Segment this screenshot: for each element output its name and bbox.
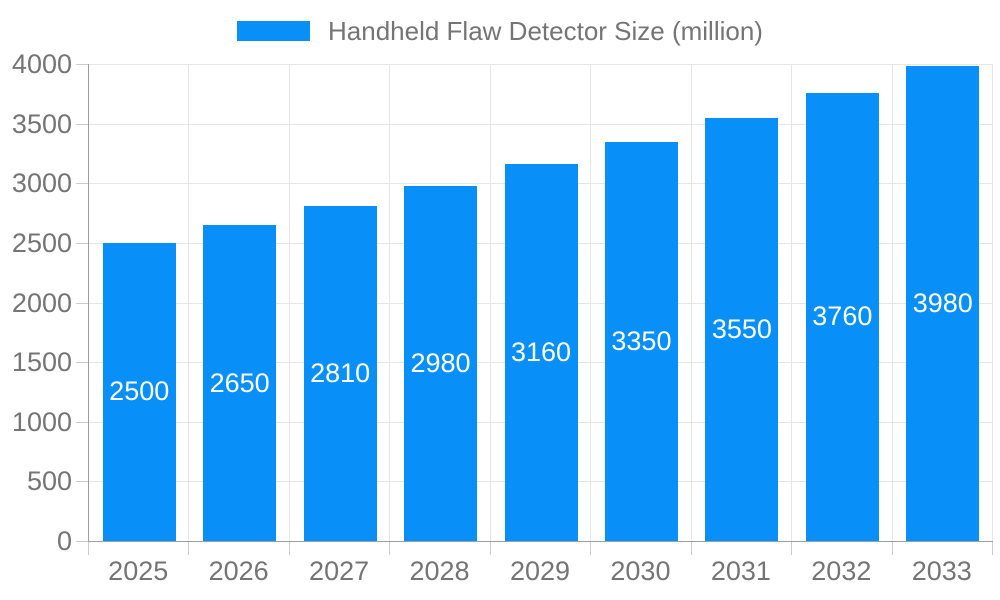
y-axis-tick <box>76 421 88 423</box>
gridline-horizontal <box>89 123 993 125</box>
y-tick-label: 3500 <box>11 108 72 139</box>
x-tick-label: 2026 <box>208 556 269 586</box>
y-tick-label: 1000 <box>11 406 72 437</box>
y-tick-label: 500 <box>26 466 72 497</box>
x-axis-tick <box>590 542 592 555</box>
x-axis-tick <box>690 542 692 555</box>
x-axis-tick <box>992 542 993 555</box>
y-tick-label: 3000 <box>11 168 72 199</box>
y-tick-label: 2500 <box>11 227 72 258</box>
y-tick-label: 2000 <box>11 287 72 318</box>
legend-swatch <box>237 21 311 41</box>
y-axis-tick <box>76 362 88 364</box>
bar: 2810 <box>303 205 377 541</box>
bar: 2500 <box>102 242 176 541</box>
x-axis-tick <box>389 542 391 555</box>
y-axis-tick <box>76 123 88 125</box>
gridline-vertical <box>590 64 592 541</box>
bar: 3350 <box>604 141 678 541</box>
x-tick-label: 2029 <box>509 556 571 586</box>
gridline-vertical <box>791 64 793 541</box>
bar: 3160 <box>504 164 578 541</box>
gridline-vertical <box>489 64 491 541</box>
x-tick-label: 2028 <box>409 556 470 586</box>
gridline-horizontal <box>89 64 993 65</box>
bar-value-label: 3350 <box>611 325 672 356</box>
legend-label: Handheld Flaw Detector Size (million) <box>328 15 763 46</box>
bar-value-label: 3550 <box>711 313 772 344</box>
legend: Handheld Flaw Detector Size (million) <box>0 16 1000 46</box>
bar: 3980 <box>906 66 980 541</box>
bar: 3760 <box>805 92 879 541</box>
x-axis-tick <box>88 542 89 555</box>
y-axis-tick <box>76 64 88 65</box>
bar-value-label: 2650 <box>209 367 270 398</box>
gridline-vertical <box>992 64 993 541</box>
x-tick-label: 2031 <box>710 556 771 586</box>
gridline-vertical <box>288 64 290 541</box>
x-tick-label: 2027 <box>309 556 370 586</box>
y-tick-label: 0 <box>56 526 72 556</box>
gridline-vertical <box>188 64 190 541</box>
x-tick-label: 2033 <box>911 556 972 586</box>
bar-value-label: 2980 <box>410 347 471 378</box>
bar: 3550 <box>705 117 779 541</box>
bar: 2650 <box>203 225 277 541</box>
y-axis-tick <box>76 481 88 483</box>
gridline-vertical <box>690 64 692 541</box>
bar-value-label: 3160 <box>510 337 572 368</box>
y-axis-tick <box>76 183 88 185</box>
x-axis-tick <box>891 542 893 555</box>
y-axis-tick <box>76 302 88 304</box>
x-axis-tick <box>288 542 290 555</box>
y-tick-label: 1500 <box>11 347 72 378</box>
x-axis-tick <box>489 542 491 555</box>
plot-area: 2500 2650 2810 2980 3160 3350 3550 3760 3980 <box>88 64 993 542</box>
bar-value-label: 2810 <box>310 357 371 388</box>
x-axis-tick <box>791 542 793 555</box>
bar-value-label: 3760 <box>812 301 873 332</box>
x-axis-tick <box>188 542 190 555</box>
x-tick-label: 2025 <box>108 556 169 586</box>
y-axis-tick <box>76 242 88 244</box>
y-axis-tick <box>76 541 88 542</box>
bar: 2980 <box>404 185 478 541</box>
x-tick-label: 2030 <box>610 556 671 586</box>
y-tick-label: 4000 <box>11 49 72 79</box>
bar-value-label: 2500 <box>109 376 170 407</box>
gridline-vertical <box>891 64 893 541</box>
x-tick-label: 2032 <box>811 556 872 586</box>
bar-value-label: 3980 <box>912 288 973 319</box>
gridline-vertical <box>389 64 391 541</box>
